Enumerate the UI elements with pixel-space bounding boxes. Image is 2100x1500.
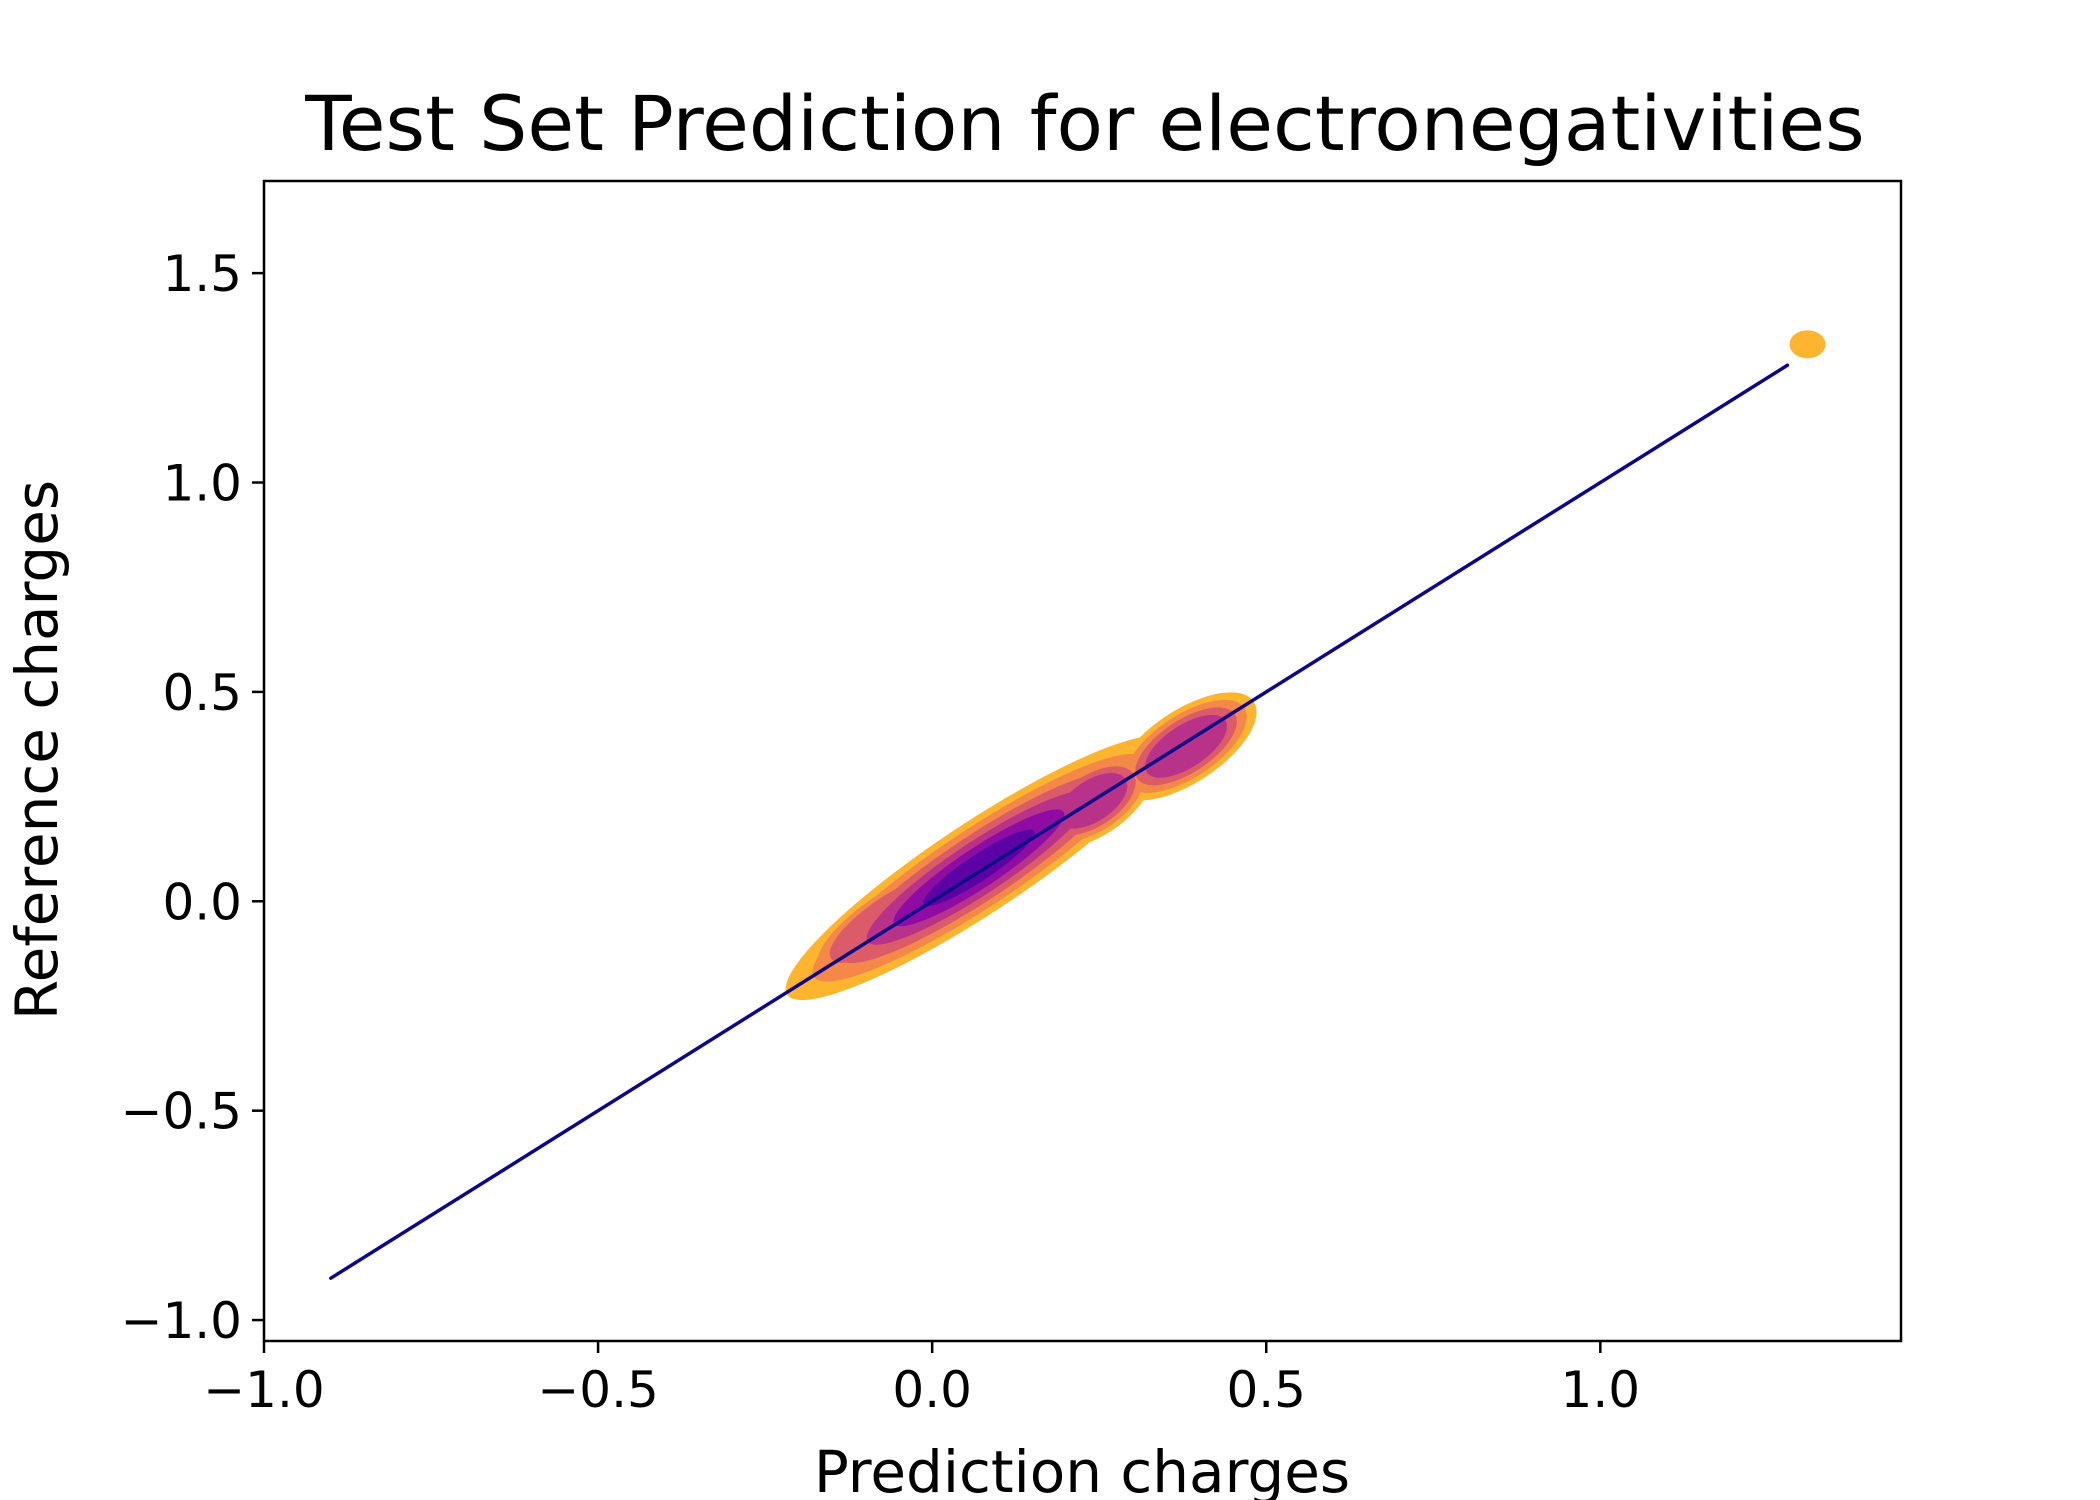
reference-line-layer [329,363,1790,1280]
x-axis: −1.0 −0.5 0.0 0.5 1.0 [203,1341,1640,1419]
x-tick-label: −0.5 [537,1361,658,1419]
plot-area [329,330,1826,1280]
x-tick-label: 0.0 [892,1361,972,1419]
y-tick-label: 1.0 [162,455,242,513]
x-tick-label: 0.5 [1226,1361,1306,1419]
plot-frame [262,179,1903,1343]
x-axis-label: Prediction charges [814,1438,1350,1500]
x-tick-label: −1.0 [203,1361,324,1419]
density-contour-level-6 [923,829,1035,906]
y-axis-label: Reference charges [3,480,71,1020]
y-tick-label: 0.5 [162,664,242,722]
y-tick-label: 1.5 [162,245,242,303]
outlier-layer [1789,330,1826,359]
x-tick-label: 1.0 [1561,1361,1641,1419]
chart-title: Test Set Prediction for electronegativit… [304,79,1864,168]
y-axis: −1.0 −0.5 0.0 0.5 1.0 1.5 [121,245,264,1350]
reference-line [329,363,1790,1280]
y-tick-label: −0.5 [121,1083,242,1141]
outlier-point [1789,330,1826,359]
y-tick-label: −1.0 [121,1292,242,1350]
density-layer [785,692,1257,1001]
y-tick-label: 0.0 [162,873,242,931]
